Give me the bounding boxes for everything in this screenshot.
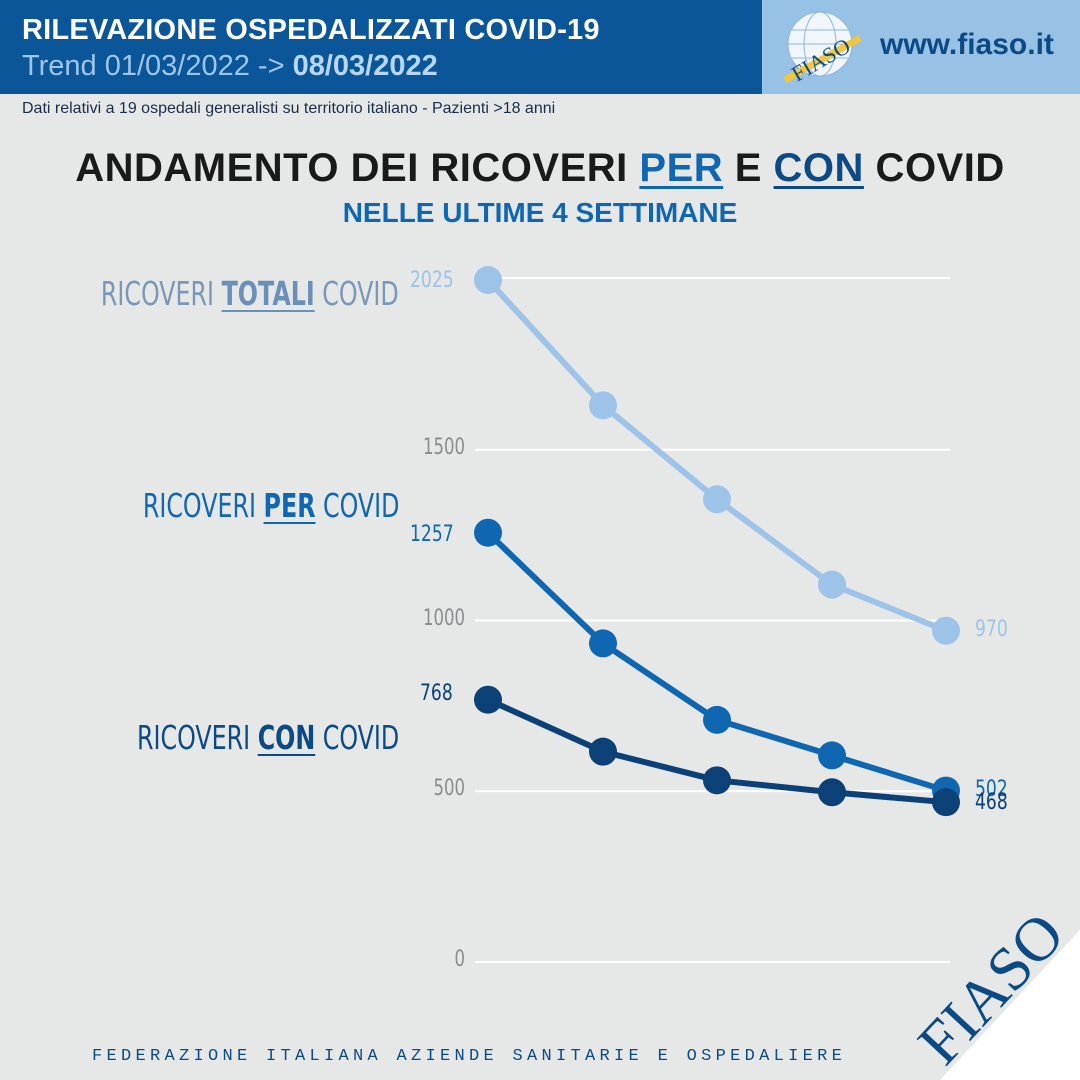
data-point	[474, 518, 502, 547]
header-banner	[0, 0, 762, 94]
series-line	[485, 277, 948, 634]
data-point	[932, 788, 960, 817]
data-point	[474, 685, 502, 714]
last-value-label: 502	[975, 776, 1008, 802]
legend-text: COVID	[315, 274, 399, 313]
y-tick-label: 0	[454, 947, 466, 972]
data-point	[818, 741, 846, 770]
data-point	[703, 766, 731, 795]
legend-totali: RICOVERI TOTALI COVID	[101, 274, 399, 313]
y-tick-label: 1000	[423, 605, 465, 631]
subheader-bar	[0, 94, 1080, 122]
chart-title: ANDAMENTO DEI RICOVERI PER E CON COVID	[0, 146, 1080, 191]
legend-per: RICOVERI PER COVID	[142, 486, 399, 525]
legend-text: RICOVERI	[136, 718, 258, 757]
legend-con: RICOVERI CON COVID	[137, 718, 399, 757]
title-part: E	[723, 146, 774, 190]
legend-bold: PER	[263, 486, 316, 525]
first-value-label: 768	[420, 681, 453, 706]
legend-bold: CON	[257, 718, 316, 757]
first-value-label: 1257	[410, 522, 454, 547]
title-part: ANDAMENTO DEI RICOVERI	[75, 146, 640, 190]
legend-text: RICOVERI	[101, 274, 222, 313]
data-point	[589, 391, 617, 420]
header-title: RILEVAZIONE OSPEDALIZZATI COVID-19	[22, 14, 600, 46]
y-tick-label: 1500	[423, 434, 465, 460]
title-con: CON	[773, 146, 864, 190]
fiaso-globe-logo: FIASO	[783, 11, 862, 86]
chart-subtitle: NELLE ULTIME 4 SETTIMANE	[342, 197, 738, 228]
data-point	[589, 737, 617, 766]
data-point	[703, 485, 731, 514]
title-part: COVID	[863, 146, 1005, 190]
last-value-label: 970	[975, 616, 1008, 642]
legend-bold: TOTALI	[221, 274, 316, 313]
data-point	[589, 629, 617, 658]
last-value-label: 468	[975, 790, 1008, 816]
legend-text: COVID	[315, 718, 399, 757]
series-line	[485, 530, 947, 794]
header-trend: Trend 01/03/2022 -> 08/03/2022	[22, 50, 438, 83]
trend-end: 08/03/2022	[292, 50, 438, 82]
data-point	[932, 616, 960, 645]
data-point	[818, 570, 846, 599]
legend-text: RICOVERI	[142, 486, 264, 525]
website-link[interactable]: www.fiaso.it	[880, 28, 1054, 61]
title-per: PER	[639, 146, 724, 190]
subheader-text: Dati relativi a 19 ospedali generalisti …	[22, 100, 556, 117]
data-point	[703, 705, 731, 734]
legend-text: COVID	[315, 486, 399, 525]
y-tick-label: 500	[433, 776, 466, 802]
first-value-label: 2025	[410, 268, 454, 293]
data-point	[818, 778, 846, 807]
gridlines	[475, 277, 950, 963]
data-point	[474, 266, 502, 294]
series-lines	[474, 266, 960, 817]
footer-text: FEDERAZIONE ITALIANA AZIENDE SANITARIE E…	[92, 1047, 847, 1066]
trend-start: Trend 01/03/2022 ->	[22, 50, 285, 82]
